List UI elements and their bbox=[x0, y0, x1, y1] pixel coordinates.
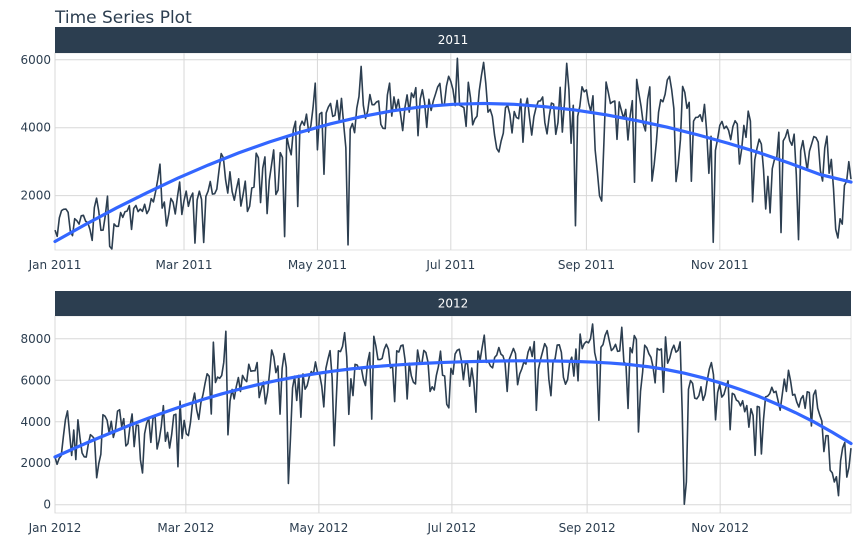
y-tick-label: 6000 bbox=[20, 373, 51, 387]
x-tick-label: Mar 2012 bbox=[157, 521, 214, 535]
y-tick-label: 8000 bbox=[20, 332, 51, 346]
facet-strip-label: 2012 bbox=[438, 297, 469, 311]
x-tick-label: Jul 2012 bbox=[426, 521, 476, 535]
series-line bbox=[54, 57, 852, 250]
x-tick-label: Jul 2011 bbox=[425, 258, 475, 272]
plot-area bbox=[54, 315, 852, 514]
x-tick-label: Mar 2011 bbox=[156, 258, 213, 272]
series-line bbox=[54, 323, 852, 506]
y-tick-label: 2000 bbox=[20, 189, 51, 203]
x-tick-label: Sep 2011 bbox=[558, 258, 615, 272]
trend-line bbox=[53, 101, 853, 244]
y-tick-label: 6000 bbox=[20, 53, 51, 67]
y-tick-label: 4000 bbox=[20, 121, 51, 135]
panel-2011: 2000 4000 6000 Jan 2011 Mar 2011 May 2011 Jul … bbox=[20, 27, 853, 272]
facet-strip bbox=[55, 27, 851, 53]
panel-2012: 0 2000 4000 6000 8000 Jan 2012 Mar 2012 May 201… bbox=[20, 291, 853, 535]
facet-strip-label: 2011 bbox=[438, 33, 469, 47]
x-tick-label: May 2011 bbox=[288, 258, 347, 272]
chart-title: Time Series Plot bbox=[54, 8, 192, 28]
x-tick-label: May 2012 bbox=[289, 521, 348, 535]
y-tick-label: 2000 bbox=[20, 456, 51, 470]
y-tick-label: 0 bbox=[43, 498, 51, 512]
plot-area bbox=[54, 52, 852, 251]
facet-strip bbox=[55, 291, 851, 316]
trend-line bbox=[53, 359, 853, 459]
x-tick-label: Jan 2012 bbox=[28, 521, 82, 535]
x-tick-label: Nov 2012 bbox=[691, 521, 749, 535]
y-tick-label: 4000 bbox=[20, 415, 51, 429]
x-tick-label: Jan 2011 bbox=[28, 258, 82, 272]
x-tick-label: Nov 2011 bbox=[691, 258, 749, 272]
x-tick-label: Sep 2012 bbox=[559, 521, 616, 535]
